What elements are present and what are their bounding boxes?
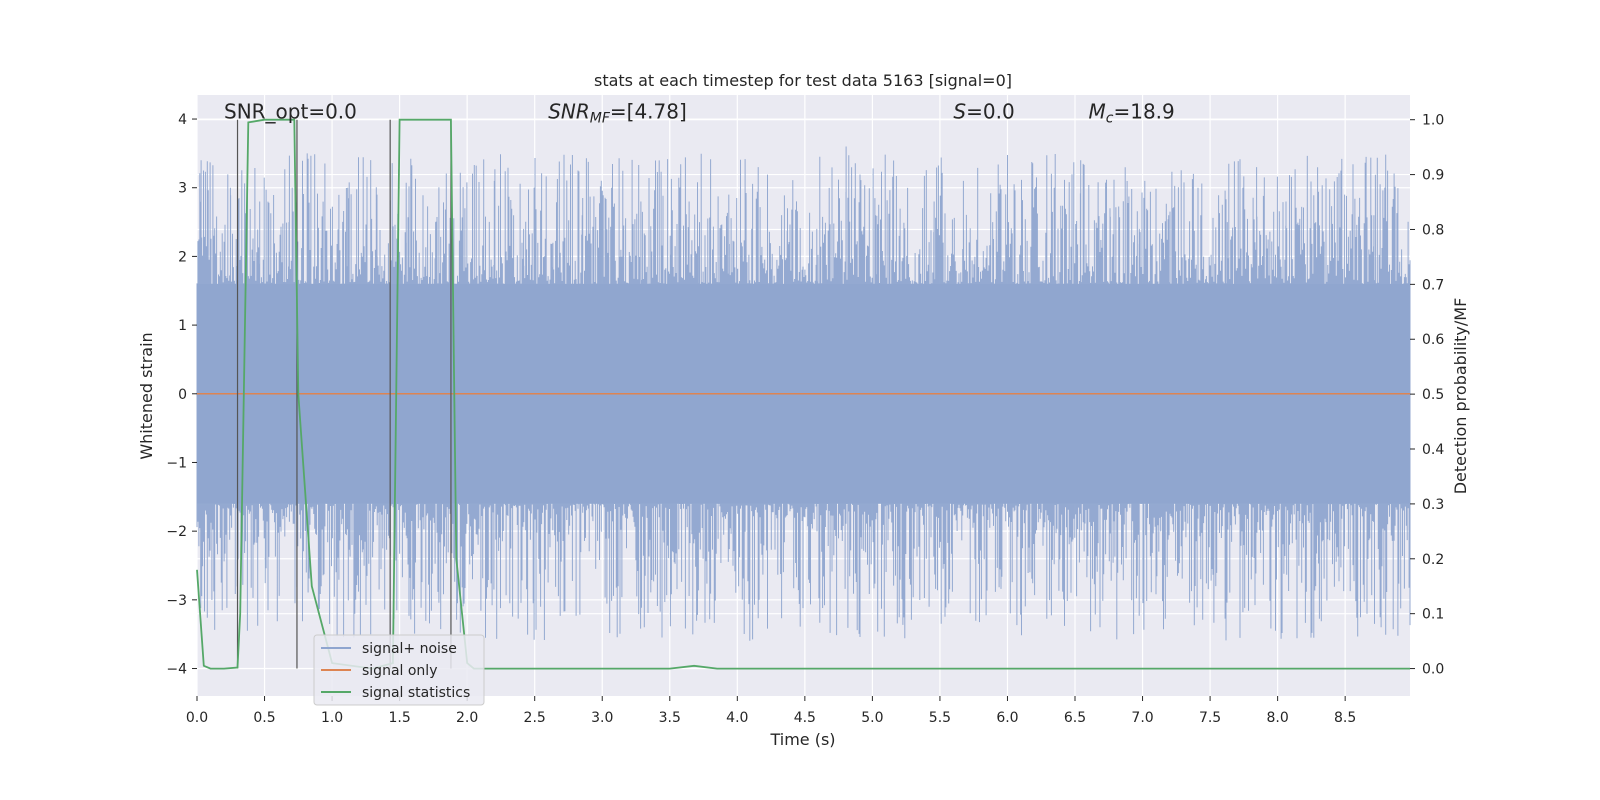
y-right-tick-label: 0.7: [1422, 277, 1444, 293]
signal-statistics-line: [196, 118, 1410, 670]
y-left-tick-label: −2: [166, 524, 187, 540]
legend-label-signal-noise: signal+ noise: [362, 641, 457, 657]
y-right-tick-label: 0.4: [1422, 442, 1444, 458]
y-right-tick-label: 0.5: [1422, 387, 1444, 403]
x-tick-label: 1.5: [388, 710, 410, 726]
annotation-2: S=0.0: [953, 100, 1014, 124]
y-ticks-left: 4 3 2 1 0 −1 −2 −3 −4: [166, 112, 197, 678]
y-ticks-right: 1.0 0.9 0.8 0.7 0.6 0.5 0.4 0.3 0.2 0.1 0.0: [1410, 113, 1444, 678]
y-left-tick-label: 4: [178, 112, 187, 128]
annotation-1: SNRMF=[4.78]: [548, 100, 687, 127]
annotation-subscript: c: [1106, 111, 1114, 127]
y-right-tick-label: 0.0: [1422, 662, 1444, 678]
y-right-tick-label: 0.1: [1422, 607, 1444, 623]
y-left-tick-label: 0: [178, 387, 187, 403]
annotation-subscript: MF: [590, 111, 611, 127]
x-tick-label: 5.0: [861, 710, 883, 726]
x-tick-label: 6.5: [1064, 710, 1086, 726]
y-axis-label-right: Detection probability/MF: [1451, 298, 1470, 495]
y-right-tick-label: 0.6: [1422, 332, 1444, 348]
x-tick-label: 8.0: [1266, 710, 1288, 726]
signal-statistics-series: [196, 118, 1410, 670]
x-tick-label: 5.5: [929, 710, 951, 726]
noise-trace: [196, 146, 1411, 641]
annotation-symbol: M: [1089, 100, 1106, 124]
x-tick-label: 8.5: [1334, 710, 1356, 726]
x-tick-label: 3.0: [591, 710, 613, 726]
x-tick-label: 3.5: [659, 710, 681, 726]
x-tick-label: 4.0: [726, 710, 748, 726]
x-tick-label: 2.0: [456, 710, 478, 726]
x-tick-label: 7.5: [1199, 710, 1221, 726]
y-left-tick-label: 1: [178, 318, 187, 334]
annotation-value: =[4.78]: [610, 100, 687, 124]
vertical-markers: [236, 119, 452, 669]
annotation-symbol: S: [953, 100, 966, 124]
legend-box: [313, 634, 485, 706]
x-tick-label: 7.0: [1131, 710, 1153, 726]
annotation-3: Mc=18.9: [1089, 100, 1175, 127]
x-tick-label: 4.5: [794, 710, 816, 726]
x-tick-label: 0.5: [253, 710, 275, 726]
x-tick-label: 6.0: [996, 710, 1018, 726]
y-left-tick-label: 3: [178, 181, 187, 197]
annotation-value: =0.0: [966, 100, 1015, 124]
y-left-tick-label: −4: [166, 662, 187, 678]
y-axis-label-left: Whitened strain: [137, 332, 156, 459]
y-left-tick-label: −1: [166, 455, 187, 471]
annotation-symbol: SNR: [548, 100, 590, 124]
annotation-0: SNR_opt=0.0: [224, 100, 357, 124]
x-tick-label: 2.5: [524, 710, 546, 726]
legend-label-signal-only: signal only: [362, 663, 437, 679]
x-tick-label: 0.0: [186, 710, 208, 726]
x-axis-label: Time (s): [769, 730, 835, 749]
y-right-tick-label: 0.8: [1422, 222, 1444, 238]
y-right-tick-label: 0.9: [1422, 168, 1444, 184]
chart-title: stats at each timestep for test data 516…: [594, 71, 1012, 90]
y-right-tick-label: 1.0: [1422, 113, 1444, 129]
y-right-tick-label: 0.2: [1422, 552, 1444, 568]
y-left-tick-label: −3: [166, 593, 187, 609]
x-tick-label: 1.0: [321, 710, 343, 726]
x-ticks: 0.0 0.5 1.0 1.5 2.0 2.5 3.0 3.5 4.0 4.5 5.0 5.5 6.0 6…: [186, 696, 1356, 726]
legend: signal+ noise signal only signal statist…: [313, 634, 485, 706]
y-left-tick-label: 2: [178, 249, 187, 265]
annotation-value: =18.9: [1113, 100, 1174, 124]
y-right-tick-label: 0.3: [1422, 497, 1444, 513]
legend-label-signal-statistics: signal statistics: [362, 685, 470, 701]
annotations: SNR_opt=0.0 SNRMF=[4.78] S=0.0 Mc=18.9: [224, 100, 1175, 127]
